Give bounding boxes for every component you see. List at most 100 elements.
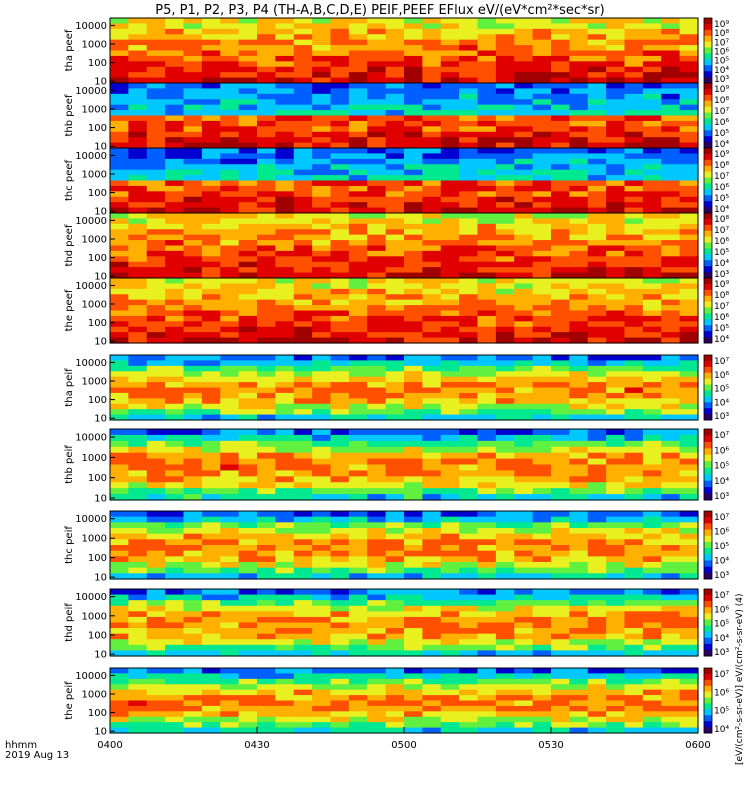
spectrogram-cell: [201, 387, 221, 394]
spectrogram-cell: [569, 533, 589, 540]
spectrogram-cell: [440, 382, 460, 389]
spectrogram-cell: [367, 115, 387, 122]
spectrogram-cell: [183, 533, 203, 540]
spectrogram-cell: [110, 158, 129, 165]
spectrogram-cell: [165, 628, 185, 635]
spectrogram-cell: [128, 628, 148, 635]
spectrogram-cell: [275, 482, 295, 489]
spectrogram-cell: [367, 272, 387, 279]
spectrogram-cell: [183, 387, 203, 394]
spectrogram-cell: [624, 50, 644, 57]
spectrogram-cell: [128, 567, 148, 574]
spectrogram-cell: [624, 355, 644, 362]
spectrogram-cell: [679, 218, 699, 225]
spectrogram-cell: [606, 398, 626, 405]
spectrogram-cell: [330, 628, 350, 635]
spectrogram-cell: [165, 511, 185, 518]
spectrogram-cell: [110, 562, 129, 569]
spectrogram-cell: [569, 218, 589, 225]
colorbar-tick-label: 10⁵: [714, 57, 729, 67]
spectrogram-cell: [293, 77, 313, 84]
spectrogram-cell: [220, 644, 240, 652]
spectrogram-cell: [642, 332, 662, 339]
spectrogram-cell: [587, 365, 607, 372]
spectrogram-cell: [385, 34, 405, 41]
spectrogram-cell: [459, 716, 479, 723]
y-tick-label: 10000: [75, 358, 107, 369]
spectrogram-cell: [183, 288, 203, 295]
spectrogram-cell: [257, 539, 276, 546]
spectrogram-cell: [220, 283, 240, 290]
spectrogram-cell: [551, 185, 570, 192]
spectrogram-cell: [459, 180, 479, 187]
colorbar-segment: [704, 572, 712, 580]
spectrogram-cell: [312, 234, 332, 241]
spectrogram-cell: [477, 337, 497, 344]
spectrogram-cell: [110, 99, 129, 106]
spectrogram-cell: [367, 458, 387, 466]
spectrogram-cell: [275, 126, 295, 133]
spectrogram-cell: [146, 545, 166, 552]
spectrogram-cell: [440, 365, 460, 372]
spectrogram-cell: [146, 360, 166, 367]
spectrogram-cell: [146, 137, 166, 144]
spectrogram-cell: [220, 245, 240, 252]
spectrogram-cell: [569, 398, 589, 405]
spectrogram-cell: [624, 148, 644, 155]
colorbar-segment: [704, 673, 712, 681]
spectrogram-cell: [495, 403, 515, 410]
spectrogram-cell: [146, 550, 166, 557]
spectrogram-cell: [257, 605, 276, 612]
spectrogram-cell: [220, 616, 240, 624]
spectrogram-cell: [661, 164, 681, 171]
spectrogram-cell: [146, 695, 166, 702]
spectrogram-cell: [661, 185, 681, 192]
spectrogram-cell: [201, 202, 221, 209]
spectrogram-cell: [367, 240, 387, 247]
spectrogram-cell: [551, 376, 570, 383]
spectrogram-cell: [404, 684, 423, 691]
spectrogram-cell: [624, 250, 644, 257]
spectrogram-cell: [330, 72, 350, 79]
spectrogram-cell: [220, 99, 240, 106]
spectrogram-cell: [165, 522, 185, 529]
spectrogram-cell: [624, 409, 644, 416]
spectrogram-cell: [569, 153, 589, 160]
spectrogram-cell: [128, 326, 148, 333]
colorbar-tick-label: 10⁷: [714, 513, 729, 523]
spectrogram-cell: [642, 695, 662, 702]
spectrogram-cell: [661, 452, 681, 460]
x-tick-label: 0400: [97, 740, 122, 751]
spectrogram-cell: [587, 727, 607, 734]
spectrogram-cell: [606, 611, 626, 618]
spectrogram-cell: [275, 594, 295, 601]
spectrogram-cell: [440, 711, 460, 718]
spectrogram-cell: [569, 39, 589, 46]
spectrogram-cell: [624, 700, 644, 707]
spectrogram-cell: [293, 83, 313, 90]
spectrogram-cell: [404, 148, 423, 155]
colorbar-tick-label: 10⁵: [714, 385, 729, 395]
spectrogram-cell: [128, 516, 148, 523]
spectrogram-cell: [587, 452, 607, 460]
spectrogram-cell: [293, 137, 313, 144]
spectrogram-cell: [606, 261, 626, 268]
spectrogram-cell: [642, 104, 662, 111]
spectrogram-cell: [238, 689, 258, 696]
spectrogram-cell: [275, 115, 295, 122]
spectrogram-cell: [367, 727, 387, 734]
spectrogram-cell: [606, 61, 626, 68]
spectrogram-cell: [459, 175, 479, 182]
spectrogram-cell: [642, 409, 662, 416]
spectrogram-cell: [293, 371, 313, 378]
spectrogram-cell: [312, 299, 332, 306]
colorbar-frame: [703, 354, 713, 421]
spectrogram-cell: [495, 23, 515, 30]
spectrogram-cell: [495, 594, 515, 601]
spectrogram-cell: [606, 722, 626, 729]
spectrogram-cell: [477, 488, 497, 495]
spectrogram-cell: [569, 164, 589, 171]
spectrogram-cell: [532, 355, 552, 362]
spectrogram-cell: [495, 99, 515, 106]
spectrogram-cell: [661, 23, 681, 30]
